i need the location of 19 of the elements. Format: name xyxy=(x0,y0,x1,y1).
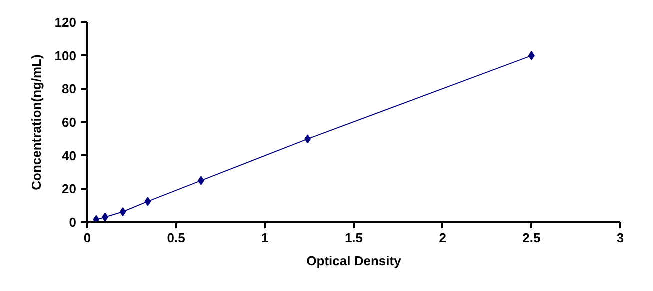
y-tick-label: 80 xyxy=(62,82,77,97)
x-tick-label: 0 xyxy=(84,230,92,246)
x-tick-label: 3 xyxy=(616,230,624,246)
y-tick-label: 100 xyxy=(54,48,77,64)
x-tick-label: 0.5 xyxy=(167,230,186,246)
x-tick-label: 2.5 xyxy=(522,230,541,246)
y-tick-label: 0 xyxy=(69,215,77,230)
y-tick-label: 120 xyxy=(54,15,77,30)
y-tick-label: 60 xyxy=(62,115,77,130)
y-tick-label: 20 xyxy=(62,182,77,197)
x-axis-title: Optical Density xyxy=(306,254,402,268)
point xyxy=(144,197,152,206)
x-tick-label: 1 xyxy=(262,230,269,246)
x-tick-label: 1.5 xyxy=(344,230,364,246)
point xyxy=(120,208,126,216)
point xyxy=(93,215,100,222)
y-tick-label: 40 xyxy=(62,148,77,164)
y-axis-title: Concentration(ng/mL) xyxy=(28,54,44,190)
x-tick-label: 2 xyxy=(439,230,446,246)
